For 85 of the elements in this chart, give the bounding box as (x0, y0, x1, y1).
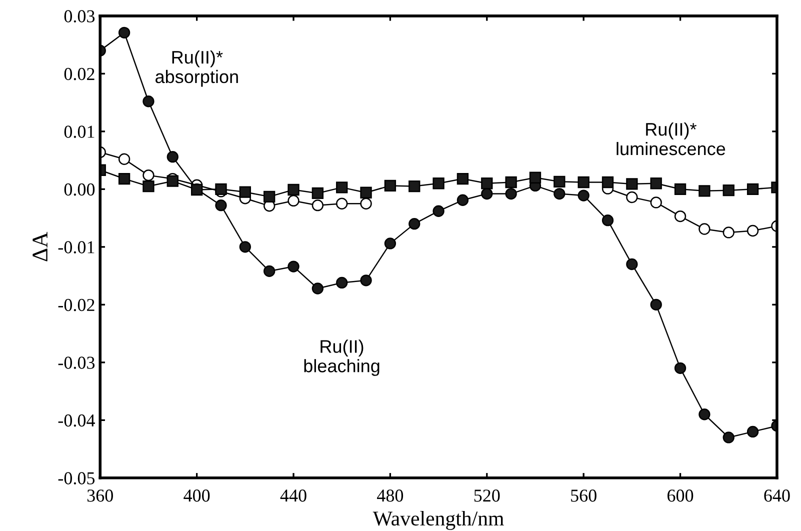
point (264, 190, 276, 203)
x-tick-label: 440 (280, 490, 306, 502)
point (142, 96, 154, 108)
x-tick-label: 480 (377, 490, 404, 502)
point (554, 188, 566, 200)
point (288, 260, 300, 272)
point (456, 172, 469, 185)
point (698, 185, 710, 197)
point (626, 258, 638, 270)
point (674, 362, 686, 374)
point (166, 150, 178, 163)
point (505, 176, 517, 188)
point (336, 182, 348, 194)
x-axis-title: Wavelength/nm (372, 510, 504, 530)
y-tick-label: 0.03 (64, 10, 95, 22)
point (142, 180, 154, 192)
y-tick-label: 0.00 (64, 183, 95, 196)
point (384, 180, 396, 192)
point (626, 191, 638, 204)
point (312, 200, 324, 212)
point (384, 238, 396, 250)
point (578, 190, 590, 202)
point (142, 169, 154, 182)
point (650, 196, 662, 208)
point (626, 178, 638, 190)
x-tick-label: 400 (184, 490, 210, 502)
point (432, 178, 444, 190)
point (698, 408, 710, 420)
point (578, 176, 590, 188)
point (481, 178, 493, 190)
y-tick-label: -0.02 (58, 298, 94, 312)
point (239, 186, 251, 198)
y-tick-label: -0.03 (58, 356, 95, 369)
point (408, 180, 420, 192)
point (312, 187, 324, 200)
point (650, 178, 662, 190)
point (698, 223, 710, 235)
y-axis-title: ΔA (32, 232, 48, 262)
point (312, 282, 324, 294)
point (650, 298, 662, 310)
point (554, 176, 566, 188)
point (118, 26, 130, 39)
point (722, 432, 734, 444)
point (360, 198, 372, 210)
point (505, 188, 517, 200)
point (456, 194, 469, 206)
point (602, 214, 614, 226)
point (118, 153, 130, 165)
point (166, 175, 178, 187)
point (215, 200, 227, 212)
point (602, 176, 614, 188)
point (722, 226, 734, 238)
point (746, 224, 759, 237)
point (118, 172, 130, 185)
point (722, 184, 734, 196)
point (674, 210, 686, 222)
x-tick-label: 560 (571, 490, 596, 502)
point (360, 274, 372, 286)
annotation: Ru(II) bleaching (304, 340, 380, 376)
point (215, 183, 227, 196)
point (674, 183, 686, 196)
x-tick-label: 600 (668, 490, 694, 502)
y-tick-label: 0.02 (64, 68, 94, 80)
point (481, 188, 493, 200)
x-tick-label: 520 (474, 490, 500, 502)
y-tick-label: 0.01 (64, 126, 94, 138)
point (336, 198, 348, 210)
point (264, 265, 276, 277)
x-tick-label: 640 (764, 490, 790, 502)
point (360, 186, 372, 198)
point (746, 183, 759, 196)
point (432, 205, 444, 217)
point (336, 276, 348, 289)
annotation: Ru(II)* luminescence (616, 122, 726, 156)
point (288, 194, 300, 207)
point (239, 241, 251, 253)
y-tick-label: -0.01 (58, 241, 94, 254)
point (408, 218, 420, 230)
point (746, 426, 759, 438)
x-tick-label: 360 (87, 490, 113, 502)
y-tick-label: -0.04 (58, 414, 95, 427)
point (529, 172, 542, 184)
point (288, 184, 300, 196)
y-tick-label: -0.05 (58, 472, 95, 484)
annotation: Ru(II)* absorption (156, 50, 238, 87)
